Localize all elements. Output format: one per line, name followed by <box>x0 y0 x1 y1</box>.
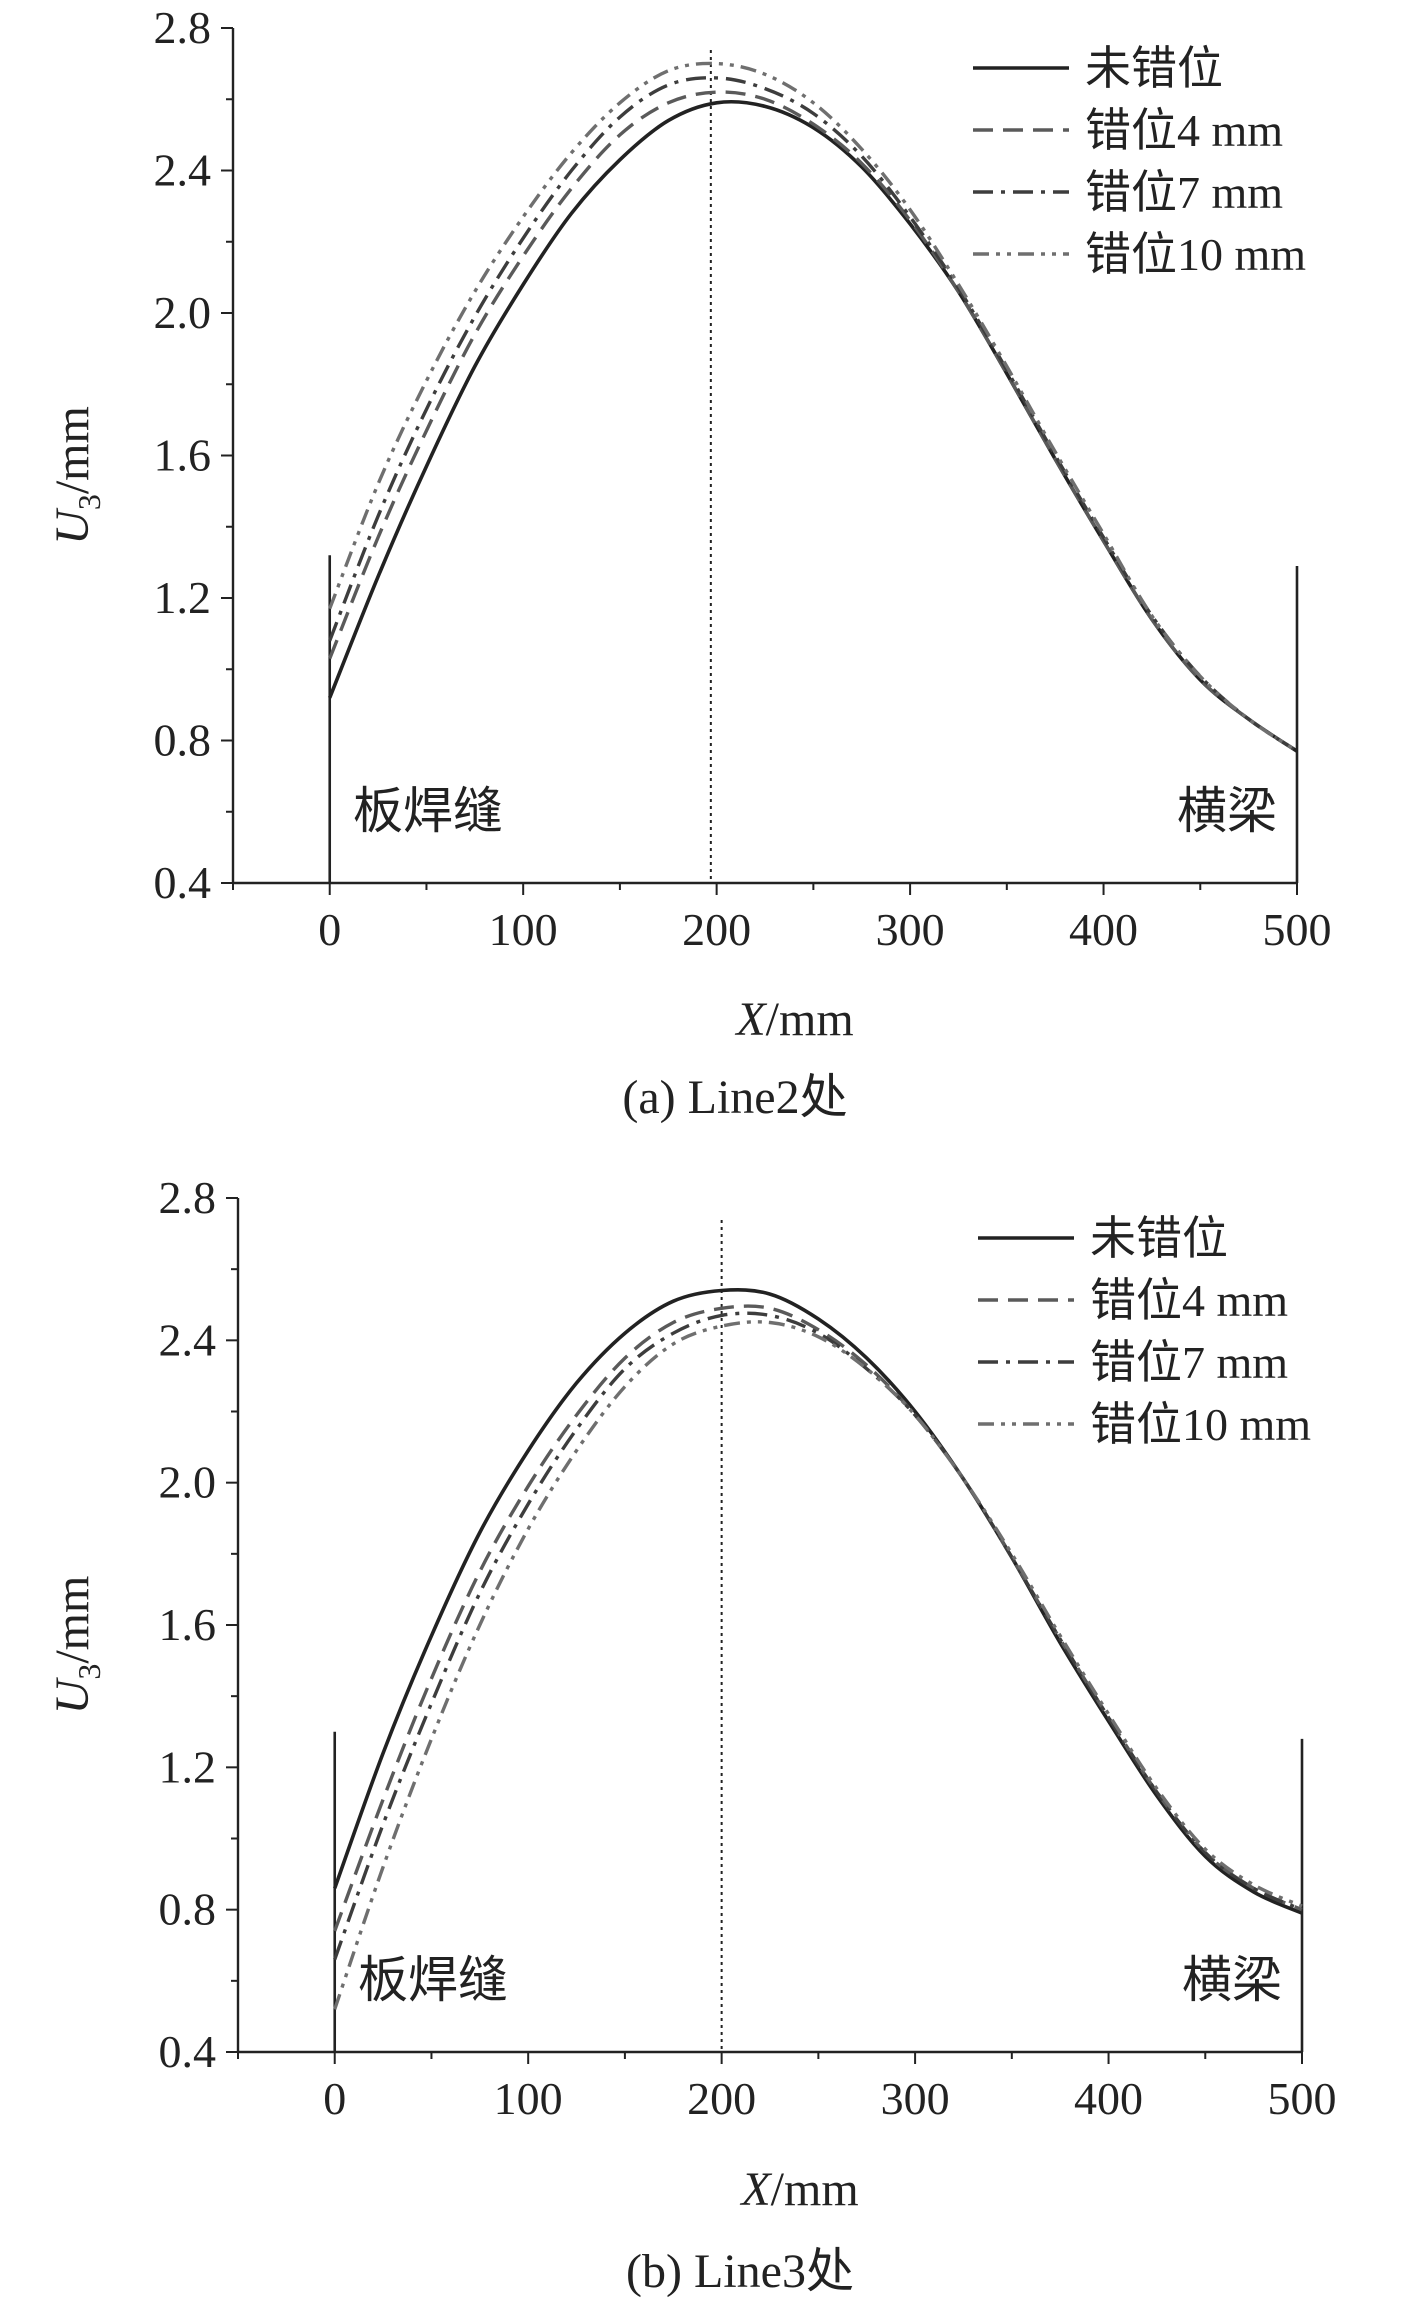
x-tick-label: 500 <box>1263 904 1332 955</box>
x-tick-label: 500 <box>1268 2073 1337 2124</box>
series-line-1 <box>333 1304 1303 1932</box>
series-line-3 <box>333 1320 1303 2010</box>
y-tick-label: 1.2 <box>159 1741 217 1792</box>
legend-label-3: 错位10 mm <box>1090 1399 1311 1450</box>
chart-panel-b: 0.4 0.8 1.2 1.6 2.0 2.4 2.8 0 100 200 300 400 500 板焊缝… <box>46 1172 1337 2298</box>
legend-label-2: 错位7 mm <box>1090 1337 1288 1388</box>
y-tick-label: 1.6 <box>154 430 212 481</box>
y-tick-label: 1.2 <box>154 572 212 623</box>
x-tick-label: 100 <box>489 904 558 955</box>
y-tick-label: 0.8 <box>159 1884 217 1935</box>
x-tick-label: 300 <box>881 2073 950 2124</box>
series-line-3 <box>328 61 1298 753</box>
y-tick-label: 2.8 <box>159 1172 217 1223</box>
series-line-2 <box>328 76 1298 753</box>
y-axis-subscript: 3 <box>71 494 107 510</box>
y-tick-label: 2.8 <box>154 2 212 53</box>
y-tick-label: 2.4 <box>159 1314 217 1365</box>
x-axis-title: X/mm <box>739 2163 858 2216</box>
legend-label-1: 错位4 mm <box>1085 105 1283 156</box>
annotation-right: 横梁 <box>1177 783 1277 839</box>
chart-panel-a: 0.4 0.8 1.2 1.6 2.0 2.4 2.8 0 100 200 300 400 500 板焊缝… <box>46 2 1332 1124</box>
x-axis-title: X/mm <box>734 993 853 1046</box>
x-axis-variable: X <box>739 2163 772 2216</box>
annotation-left: 板焊缝 <box>353 783 503 839</box>
annotation-right: 横梁 <box>1182 1952 1282 2008</box>
y-tick-label: 2.4 <box>154 145 212 196</box>
series-line-1 <box>328 90 1298 753</box>
y-axis-title: U3/mm <box>46 1576 107 1715</box>
y-tick-label: 0.4 <box>154 857 212 908</box>
x-tick-label: 400 <box>1074 2073 1143 2124</box>
x-axis-unit: /mm <box>771 2163 859 2216</box>
x-tick-label: 100 <box>494 2073 563 2124</box>
series-line-2 <box>333 1311 1303 1961</box>
y-tick-label: 0.8 <box>154 715 212 766</box>
y-tick-label: 2.0 <box>154 287 212 338</box>
y-axis-unit: /mm <box>46 406 99 494</box>
annotation-left: 板焊缝 <box>358 1952 508 2008</box>
legend-label-0: 未错位 <box>1085 43 1223 94</box>
y-axis-unit: /mm <box>46 1576 99 1664</box>
y-tick-label: 0.4 <box>159 2026 217 2077</box>
y-axis-subscript: 3 <box>71 1664 107 1680</box>
x-tick-label: 200 <box>687 2073 756 2124</box>
x-tick-label: 0 <box>318 904 341 955</box>
x-axis-variable: X <box>734 993 767 1046</box>
legend-label-2: 错位7 mm <box>1085 167 1283 218</box>
y-tick-label: 2.0 <box>159 1457 217 1508</box>
series-line-0 <box>333 1288 1303 1915</box>
x-tick-label: 0 <box>323 2073 346 2124</box>
y-axis-title: U3/mm <box>46 406 107 545</box>
x-tick-label: 200 <box>682 904 751 955</box>
panel-caption: (b) Line3处 <box>626 2245 854 2298</box>
legend-label-1: 错位4 mm <box>1090 1275 1288 1326</box>
x-tick-label: 300 <box>876 904 945 955</box>
legend-label-3: 错位10 mm <box>1085 229 1306 280</box>
x-tick-label: 400 <box>1069 904 1138 955</box>
x-axis-unit: /mm <box>766 993 854 1046</box>
panel-caption: (a) Line2处 <box>622 1071 847 1124</box>
y-axis-variable: U <box>46 507 99 545</box>
y-tick-label: 1.6 <box>159 1599 217 1650</box>
legend-label-0: 未错位 <box>1090 1213 1228 1264</box>
y-axis-variable: U <box>46 1676 99 1714</box>
